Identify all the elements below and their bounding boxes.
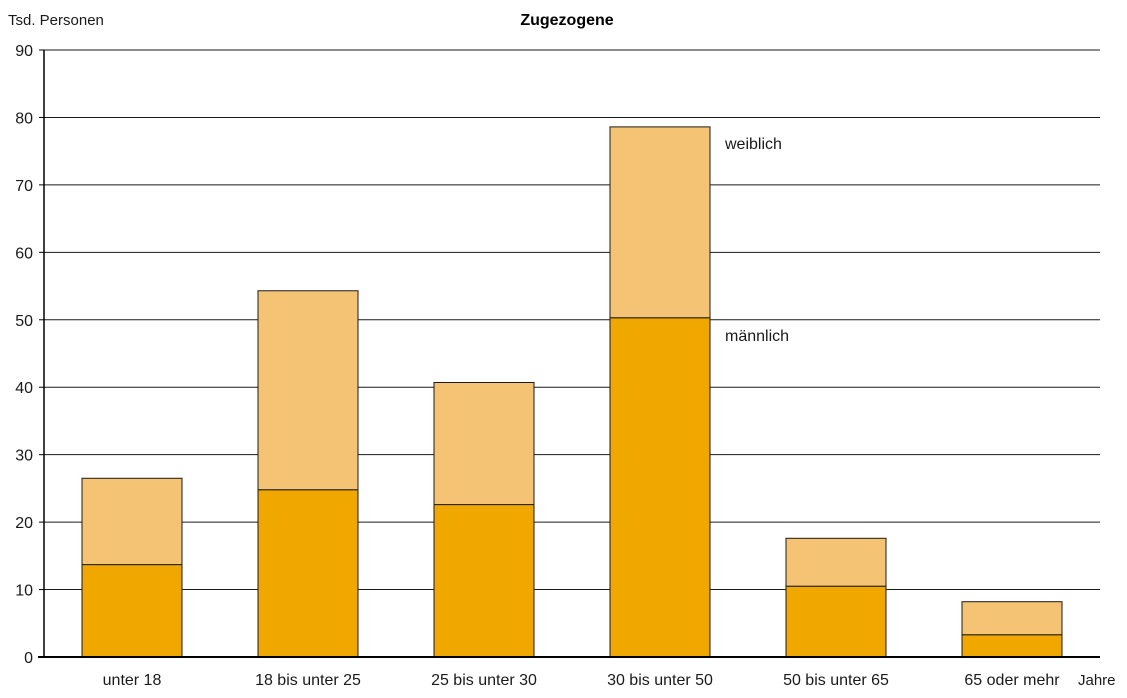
series-label-weiblich: weiblich [724,136,782,153]
x-category-label: 65 oder mehr [964,672,1060,689]
bar-maennlich-4 [785,585,887,658]
bar-weiblich-3 [609,126,711,319]
y-tick-labels: 0 10 20 30 40 50 60 70 80 90 [15,43,33,667]
y-tick-label: 60 [15,245,33,262]
bar-maennlich-1 [257,489,359,658]
x-axis-label: Jahre [1078,672,1116,689]
series-label-maennlich: männlich [725,328,789,345]
x-category-label: 25 bis unter 30 [431,672,537,689]
chart-title: Zugezogene [520,12,613,29]
x-category-label: 18 bis unter 25 [255,672,361,689]
bar-weiblich-4 [785,537,887,587]
y-tick-label: 30 [15,448,33,465]
bar-weiblich-5 [961,601,1063,636]
y-tick-label: 50 [15,313,33,330]
y-tick-label: 20 [15,515,33,532]
y-tick-label: 90 [15,43,33,60]
bar-weiblich-0 [81,477,183,566]
x-category-label: 30 bis unter 50 [607,672,713,689]
y-tick-label: 40 [15,380,33,397]
x-category-labels: unter 18 18 bis unter 25 25 bis unter 30 30… [103,672,1061,689]
bar-maennlich-0 [81,564,183,658]
bar-maennlich-3 [609,317,711,658]
y-tick-label: 10 [15,583,33,600]
x-category-label: unter 18 [103,672,162,689]
y-axis-label: Tsd. Personen [8,12,104,29]
bar-maennlich-5 [961,634,1063,658]
x-category-label: 50 bis unter 65 [783,672,889,689]
gridlines [44,49,1100,591]
bar-weiblich-2 [433,382,535,506]
y-tick-label: 80 [15,110,33,127]
bar-maennlich-2 [433,504,535,658]
bar-weiblich-1 [257,290,359,491]
axes [38,49,1100,658]
y-tick-label: 70 [15,178,33,195]
bars [81,126,1063,658]
y-tick-label: 0 [24,650,33,667]
